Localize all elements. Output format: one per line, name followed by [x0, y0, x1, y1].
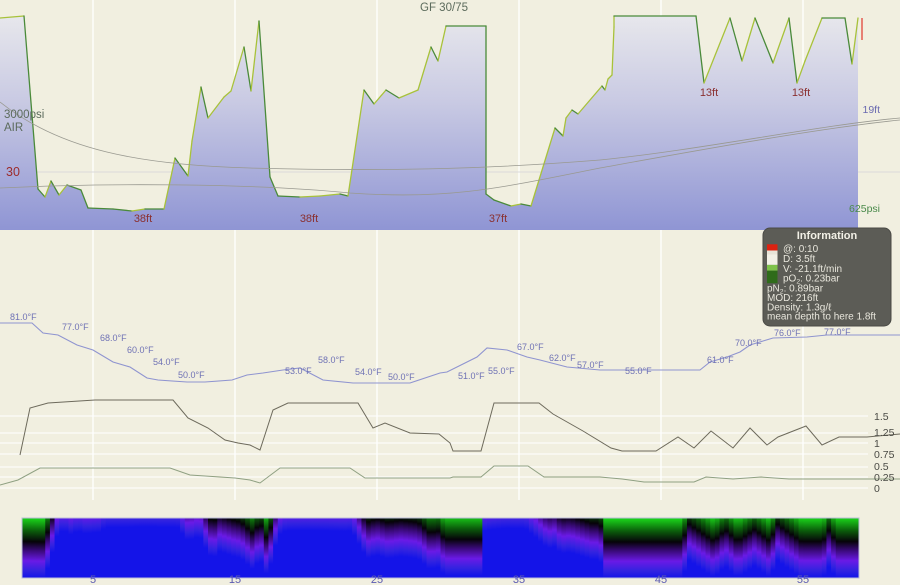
svg-text:0.75: 0.75	[874, 449, 895, 461]
svg-text:13ft: 13ft	[700, 87, 718, 99]
svg-text:77.0°F: 77.0°F	[824, 327, 851, 337]
svg-text:19ft: 19ft	[862, 104, 880, 116]
svg-text:53.0°F: 53.0°F	[285, 366, 312, 376]
svg-text:54.0°F: 54.0°F	[355, 367, 382, 377]
svg-text:5: 5	[90, 574, 96, 585]
svg-text:GF 30/75: GF 30/75	[420, 2, 468, 14]
svg-text:45: 45	[655, 574, 667, 585]
svg-text:55: 55	[797, 574, 809, 585]
svg-text:55.0°F: 55.0°F	[625, 366, 652, 376]
svg-text:51.0°F: 51.0°F	[458, 371, 485, 381]
svg-text:15: 15	[229, 574, 241, 585]
svg-text:60.0°F: 60.0°F	[127, 345, 154, 355]
svg-text:81.0°F: 81.0°F	[10, 312, 37, 322]
svg-text:38ft: 38ft	[300, 213, 318, 225]
svg-text:0: 0	[874, 483, 880, 495]
svg-text:76.0°F: 76.0°F	[774, 328, 801, 338]
svg-text:13ft: 13ft	[792, 87, 810, 99]
svg-text:57.0°F: 57.0°F	[577, 360, 604, 370]
svg-text:58.0°F: 58.0°F	[318, 355, 345, 365]
svg-text:625psi: 625psi	[849, 203, 880, 215]
svg-text:50.0°F: 50.0°F	[178, 370, 205, 380]
svg-text:70.0°F: 70.0°F	[735, 338, 762, 348]
svg-text:35: 35	[513, 574, 525, 585]
svg-text:38ft: 38ft	[134, 213, 152, 225]
svg-text:50.0°F: 50.0°F	[388, 372, 415, 382]
svg-text:30: 30	[6, 165, 20, 179]
svg-text:77.0°F: 77.0°F	[62, 322, 89, 332]
svg-text:mean depth to here 1.8ft: mean depth to here 1.8ft	[767, 312, 876, 323]
svg-text:67.0°F: 67.0°F	[517, 342, 544, 352]
svg-text:1.5: 1.5	[874, 411, 889, 423]
svg-text:68.0°F: 68.0°F	[100, 333, 127, 343]
svg-text:54.0°F: 54.0°F	[153, 357, 180, 367]
svg-text:Information: Information	[797, 230, 858, 242]
svg-text:62.0°F: 62.0°F	[549, 353, 576, 363]
svg-text:37ft: 37ft	[489, 213, 507, 225]
svg-text:25: 25	[371, 574, 383, 585]
svg-text:55.0°F: 55.0°F	[488, 366, 515, 376]
svg-text:AIR: AIR	[4, 122, 23, 134]
svg-text:3000psi: 3000psi	[4, 109, 44, 121]
svg-text:61.0°F: 61.0°F	[707, 355, 734, 365]
